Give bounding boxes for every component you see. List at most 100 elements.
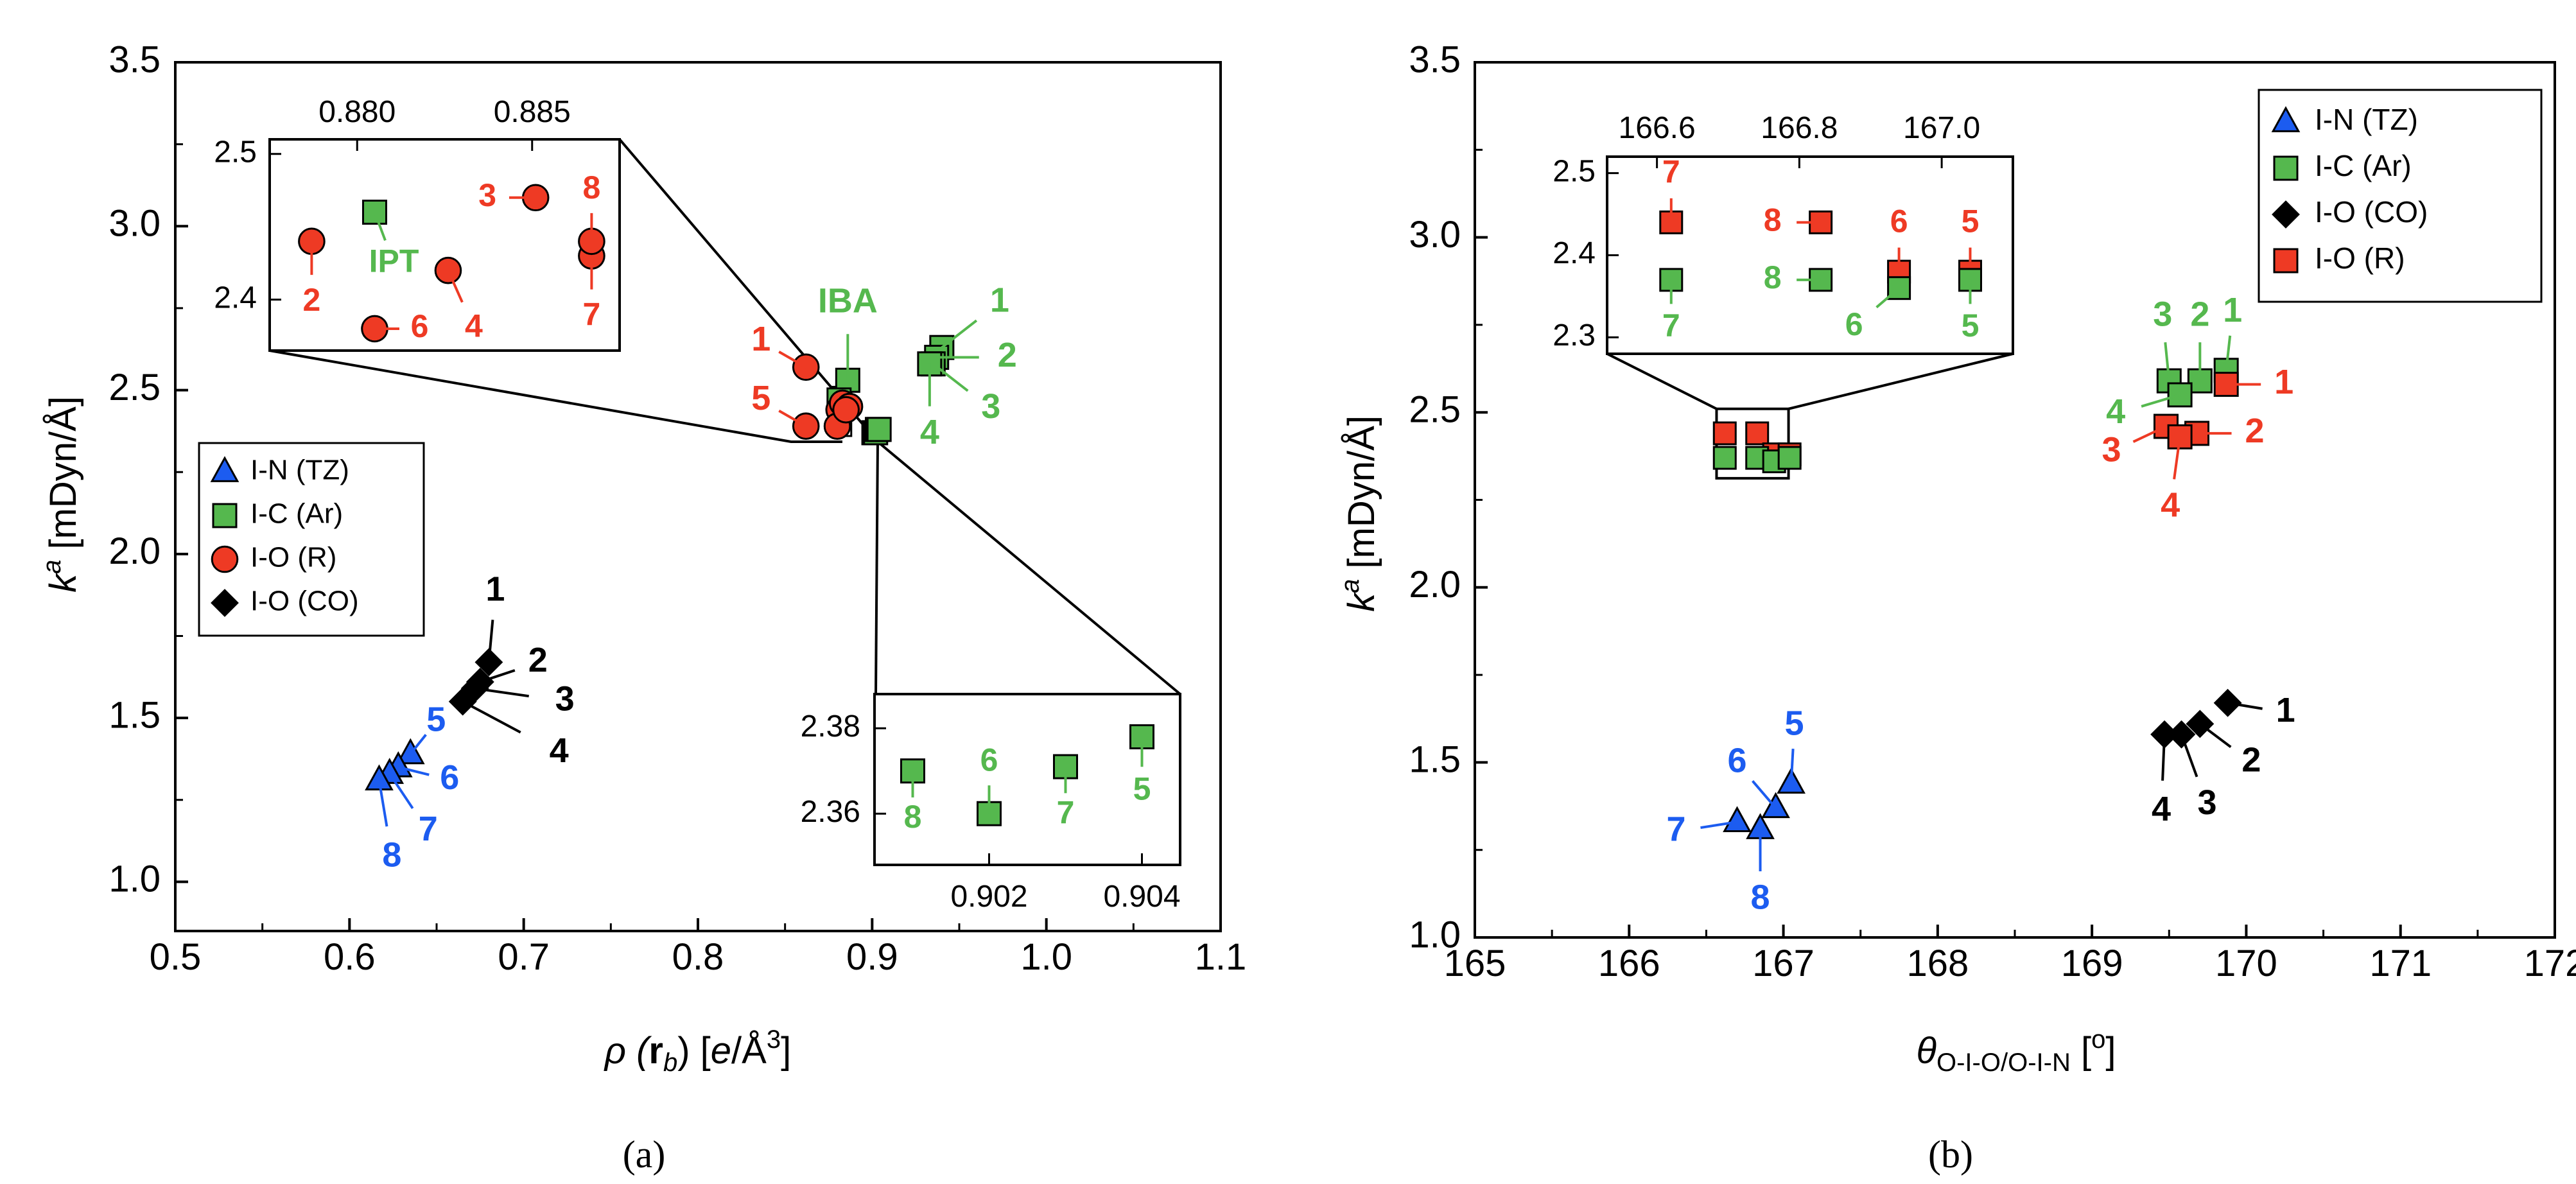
panel-b-point-label: 7 — [1666, 810, 1685, 848]
panel-b-ytick-label: 3.5 — [1409, 39, 1461, 80]
inset-1-point-label: IPT — [369, 243, 419, 279]
panel-b-tick-labels: 165 166 167 168 169 170 171 1721.01.52.02.53.03… — [1409, 39, 2576, 984]
panel-b-xtick-label: 166 — [1598, 943, 1660, 984]
panel-a-point-label: 2 — [998, 336, 1017, 374]
panel-b-point — [1723, 806, 1752, 832]
panel-a-label-leader — [932, 363, 969, 392]
panel-a-label-leader — [474, 687, 529, 698]
inset-2-point-label: 8 — [904, 799, 922, 835]
panel-a-point-label: 5 — [751, 379, 770, 417]
inset-b-xtick-label: 167.0 — [1903, 111, 1980, 145]
panel-b-point-label: 1 — [2274, 363, 2293, 401]
panel-a-ytick-label: 3.5 — [109, 39, 161, 80]
inset-2-xtick-label: 0.904 — [1103, 880, 1180, 914]
inset-b-point-label: 8 — [1764, 202, 1782, 238]
panel-a-label-leader — [388, 772, 414, 810]
panel-b-xtick-label: 170 — [2215, 943, 2277, 984]
panel-a-legend-label: I-O (R) — [250, 542, 336, 573]
panel-b-cluster-point — [1745, 421, 1770, 446]
panel-b-point-label: 3 — [2102, 430, 2121, 469]
panel-b-label-leader — [2180, 734, 2198, 778]
panel-a-label-leader — [462, 700, 521, 734]
panel-a-label-leader — [941, 319, 978, 349]
panel-b-point-label: 1 — [2223, 291, 2242, 329]
panel-a-point-label: 3 — [981, 387, 1000, 426]
panel-a-ytick-label: 2.0 — [109, 530, 161, 572]
panel-b-legend-label: I-O (R) — [2315, 241, 2405, 275]
inset-1-ytick-label: 2.5 — [214, 135, 257, 169]
panel-b-point-label: 4 — [2106, 392, 2125, 431]
panel-b-legend-marker — [2272, 200, 2300, 229]
panel-b-point-label: 6 — [1728, 742, 1747, 780]
panel-a-inset-2: 0.902 0.904 2.36 2.38 8 6 7 5 — [801, 710, 1181, 914]
panel-b-ytick-label: 3.0 — [1409, 214, 1461, 256]
inset-1-point-label: 7 — [582, 297, 600, 333]
panel-a-label-leader — [409, 734, 427, 755]
panel-b-point-label: 2 — [2190, 295, 2209, 333]
panel-b-point-label: 3 — [2153, 295, 2172, 333]
panel-a-point-label: 1 — [751, 320, 770, 358]
inset-b-point-label: 7 — [1662, 308, 1680, 344]
panel-b-point — [1761, 792, 1790, 819]
panel-b-ticks — [1474, 61, 2556, 939]
panel-b-xtick-label: 172 — [2524, 943, 2576, 984]
panel-a-main-points — [365, 335, 955, 791]
panel-b-xlabel: θO-I-O/O-I-N [o] — [1917, 1025, 2116, 1077]
inset-b-point-label: 5 — [1962, 308, 1980, 344]
panel-a-legend-label: I-O (CO) — [250, 586, 359, 617]
panel-a-label-leader — [397, 765, 430, 776]
panel-a-ytick-label: 1.5 — [109, 694, 161, 736]
panel-b-point-label: 1 — [2276, 691, 2295, 729]
panel-a-ylabel: ka [mDyn/Å] — [38, 396, 84, 593]
panel-a-xlabel: ρ (rb) [e/Å3] — [604, 1025, 791, 1077]
panel-b-point-label: 5 — [1785, 704, 1804, 742]
panel-b-label-leader — [2199, 722, 2232, 749]
inset-b-ytick-label: 2.5 — [1553, 154, 1596, 188]
inset-1-xtick-label: 0.880 — [318, 95, 396, 129]
panel-a-legend-marker — [212, 503, 238, 528]
inset-b-point-label: 6 — [1890, 203, 1908, 239]
inset-1-xtick-label: 0.885 — [494, 95, 571, 129]
inset-2-ytick-label: 2.38 — [801, 710, 860, 744]
inset-1-leader — [373, 211, 387, 241]
panel-a-label-leader — [487, 620, 494, 663]
panel-b-label-leader — [2225, 335, 2232, 370]
panel-a-ytick-label: 2.5 — [109, 367, 161, 408]
panel-a-xtick-label: 1.1 — [1195, 936, 1247, 978]
panel-b-point-label: 2 — [2245, 412, 2265, 450]
panel-b-cluster-point — [1777, 446, 1802, 470]
panel-a-point-label: 4 — [920, 413, 939, 451]
panel-a-xtick-label: 0.6 — [324, 936, 376, 978]
panel-b-xtick-label: 165 — [1444, 943, 1506, 984]
panel-b-xtick-label: 167 — [1752, 943, 1815, 984]
panel-b-label-leader — [2227, 701, 2263, 710]
panel-b-xtick-label: 168 — [1906, 943, 1969, 984]
panel-a-legend-marker — [210, 456, 239, 482]
caption-a: (a) — [623, 1133, 666, 1176]
panel-b-point-label: 2 — [2241, 741, 2261, 779]
panel-a-inset-2-frame — [873, 693, 1181, 866]
panel-b-label-leader — [1700, 821, 1737, 830]
panel-b-ylabel: ka [mDyn/Å] — [1336, 415, 1382, 612]
panel-a-point-label: 5 — [426, 701, 446, 739]
panel-b-point-label: 3 — [2197, 783, 2216, 822]
panel-a-label-leader — [480, 669, 516, 683]
inset-1-leader — [447, 270, 464, 303]
panel-a-label-leader — [778, 351, 807, 369]
panel-a: 0.5 0.6 0.7 0.8 0.9 1.0 1.11.01.52.02.53.03.5 … — [38, 39, 1246, 1077]
panel-a-point-label: 2 — [528, 641, 548, 679]
panel-a-xtick-label: 0.7 — [498, 936, 550, 978]
inset-b-ytick-label: 2.3 — [1553, 318, 1596, 353]
panel-b-cluster-point — [1712, 421, 1737, 446]
panel-a-ticks — [174, 61, 1222, 931]
panel-b-legend: I-N (TZ) I-C (Ar) I-O (CO) I-O (R) — [2258, 89, 2543, 303]
panel-a-point-label: 4 — [550, 731, 569, 770]
panel-a-xtick-label: 0.9 — [846, 936, 898, 978]
panel-b-legend-label: I-O (CO) — [2315, 195, 2428, 229]
panel-b-legend-frame — [2258, 89, 2543, 303]
panel-a-ytick-label: 1.0 — [109, 858, 161, 900]
panel-b-inset: 166.6 166.8 167.0 2.3 2.4 2.5 7 8 6 5 7 8 6 5 — [1553, 111, 1982, 353]
